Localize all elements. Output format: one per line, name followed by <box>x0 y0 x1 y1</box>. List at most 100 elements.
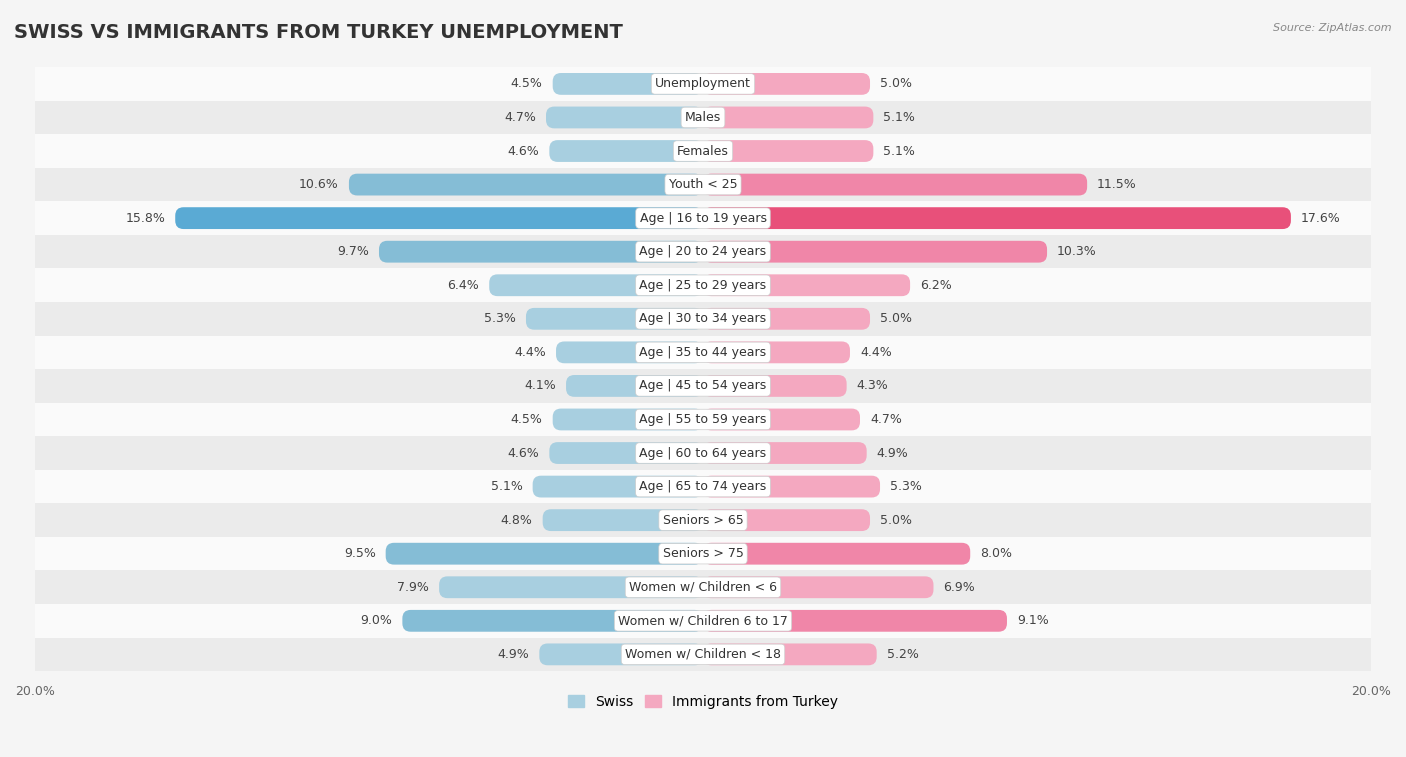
FancyBboxPatch shape <box>703 274 910 296</box>
Text: 5.1%: 5.1% <box>883 111 915 124</box>
FancyBboxPatch shape <box>35 269 1371 302</box>
FancyBboxPatch shape <box>35 168 1371 201</box>
Text: 4.6%: 4.6% <box>508 447 540 459</box>
Text: 4.9%: 4.9% <box>877 447 908 459</box>
Text: Age | 25 to 29 years: Age | 25 to 29 years <box>640 279 766 291</box>
FancyBboxPatch shape <box>703 509 870 531</box>
Text: 10.3%: 10.3% <box>1057 245 1097 258</box>
FancyBboxPatch shape <box>703 341 851 363</box>
FancyBboxPatch shape <box>35 436 1371 470</box>
Text: 4.3%: 4.3% <box>856 379 889 392</box>
FancyBboxPatch shape <box>543 509 703 531</box>
Text: Women w/ Children < 18: Women w/ Children < 18 <box>626 648 780 661</box>
Text: Age | 35 to 44 years: Age | 35 to 44 years <box>640 346 766 359</box>
Text: 4.5%: 4.5% <box>510 413 543 426</box>
FancyBboxPatch shape <box>35 637 1371 671</box>
Text: 4.8%: 4.8% <box>501 514 533 527</box>
Text: Age | 55 to 59 years: Age | 55 to 59 years <box>640 413 766 426</box>
FancyBboxPatch shape <box>703 643 877 665</box>
Text: 9.0%: 9.0% <box>360 615 392 628</box>
FancyBboxPatch shape <box>553 409 703 431</box>
FancyBboxPatch shape <box>555 341 703 363</box>
FancyBboxPatch shape <box>35 537 1371 571</box>
FancyBboxPatch shape <box>550 140 703 162</box>
Text: Youth < 25: Youth < 25 <box>669 178 737 191</box>
FancyBboxPatch shape <box>176 207 703 229</box>
Text: 5.0%: 5.0% <box>880 77 912 90</box>
FancyBboxPatch shape <box>703 73 870 95</box>
Text: 9.1%: 9.1% <box>1017 615 1049 628</box>
FancyBboxPatch shape <box>35 134 1371 168</box>
FancyBboxPatch shape <box>533 475 703 497</box>
Text: 5.2%: 5.2% <box>887 648 918 661</box>
FancyBboxPatch shape <box>35 67 1371 101</box>
FancyBboxPatch shape <box>703 610 1007 632</box>
FancyBboxPatch shape <box>550 442 703 464</box>
FancyBboxPatch shape <box>35 604 1371 637</box>
Text: Age | 20 to 24 years: Age | 20 to 24 years <box>640 245 766 258</box>
Text: 4.4%: 4.4% <box>860 346 891 359</box>
Text: 4.4%: 4.4% <box>515 346 546 359</box>
Text: 9.5%: 9.5% <box>344 547 375 560</box>
FancyBboxPatch shape <box>35 403 1371 436</box>
FancyBboxPatch shape <box>489 274 703 296</box>
FancyBboxPatch shape <box>703 375 846 397</box>
FancyBboxPatch shape <box>540 643 703 665</box>
Text: 11.5%: 11.5% <box>1097 178 1137 191</box>
Text: Age | 30 to 34 years: Age | 30 to 34 years <box>640 313 766 326</box>
Text: 4.7%: 4.7% <box>505 111 536 124</box>
Text: Women w/ Children 6 to 17: Women w/ Children 6 to 17 <box>619 615 787 628</box>
Text: 4.6%: 4.6% <box>508 145 540 157</box>
FancyBboxPatch shape <box>703 173 1087 195</box>
FancyBboxPatch shape <box>439 576 703 598</box>
Text: 5.1%: 5.1% <box>491 480 523 493</box>
FancyBboxPatch shape <box>553 73 703 95</box>
FancyBboxPatch shape <box>703 308 870 330</box>
Text: 6.9%: 6.9% <box>943 581 976 593</box>
FancyBboxPatch shape <box>35 101 1371 134</box>
Text: 5.3%: 5.3% <box>890 480 922 493</box>
FancyBboxPatch shape <box>35 470 1371 503</box>
Legend: Swiss, Immigrants from Turkey: Swiss, Immigrants from Turkey <box>562 689 844 714</box>
FancyBboxPatch shape <box>526 308 703 330</box>
Text: 4.5%: 4.5% <box>510 77 543 90</box>
Text: 8.0%: 8.0% <box>980 547 1012 560</box>
FancyBboxPatch shape <box>703 207 1291 229</box>
Text: Seniors > 65: Seniors > 65 <box>662 514 744 527</box>
Text: 5.0%: 5.0% <box>880 313 912 326</box>
Text: 5.1%: 5.1% <box>883 145 915 157</box>
Text: Age | 45 to 54 years: Age | 45 to 54 years <box>640 379 766 392</box>
Text: Age | 16 to 19 years: Age | 16 to 19 years <box>640 212 766 225</box>
FancyBboxPatch shape <box>703 543 970 565</box>
Text: 17.6%: 17.6% <box>1301 212 1341 225</box>
FancyBboxPatch shape <box>703 107 873 129</box>
FancyBboxPatch shape <box>385 543 703 565</box>
Text: Unemployment: Unemployment <box>655 77 751 90</box>
FancyBboxPatch shape <box>35 571 1371 604</box>
Text: 6.4%: 6.4% <box>447 279 479 291</box>
Text: 10.6%: 10.6% <box>299 178 339 191</box>
Text: 5.0%: 5.0% <box>880 514 912 527</box>
Text: Females: Females <box>678 145 728 157</box>
Text: 7.9%: 7.9% <box>398 581 429 593</box>
FancyBboxPatch shape <box>703 576 934 598</box>
FancyBboxPatch shape <box>35 335 1371 369</box>
FancyBboxPatch shape <box>35 235 1371 269</box>
Text: Source: ZipAtlas.com: Source: ZipAtlas.com <box>1274 23 1392 33</box>
FancyBboxPatch shape <box>703 409 860 431</box>
FancyBboxPatch shape <box>349 173 703 195</box>
Text: SWISS VS IMMIGRANTS FROM TURKEY UNEMPLOYMENT: SWISS VS IMMIGRANTS FROM TURKEY UNEMPLOY… <box>14 23 623 42</box>
FancyBboxPatch shape <box>35 503 1371 537</box>
FancyBboxPatch shape <box>402 610 703 632</box>
FancyBboxPatch shape <box>703 140 873 162</box>
Text: 5.3%: 5.3% <box>484 313 516 326</box>
Text: 4.1%: 4.1% <box>524 379 555 392</box>
Text: Age | 65 to 74 years: Age | 65 to 74 years <box>640 480 766 493</box>
FancyBboxPatch shape <box>35 369 1371 403</box>
FancyBboxPatch shape <box>703 241 1047 263</box>
FancyBboxPatch shape <box>703 442 866 464</box>
Text: Males: Males <box>685 111 721 124</box>
FancyBboxPatch shape <box>567 375 703 397</box>
FancyBboxPatch shape <box>703 475 880 497</box>
Text: 4.7%: 4.7% <box>870 413 901 426</box>
